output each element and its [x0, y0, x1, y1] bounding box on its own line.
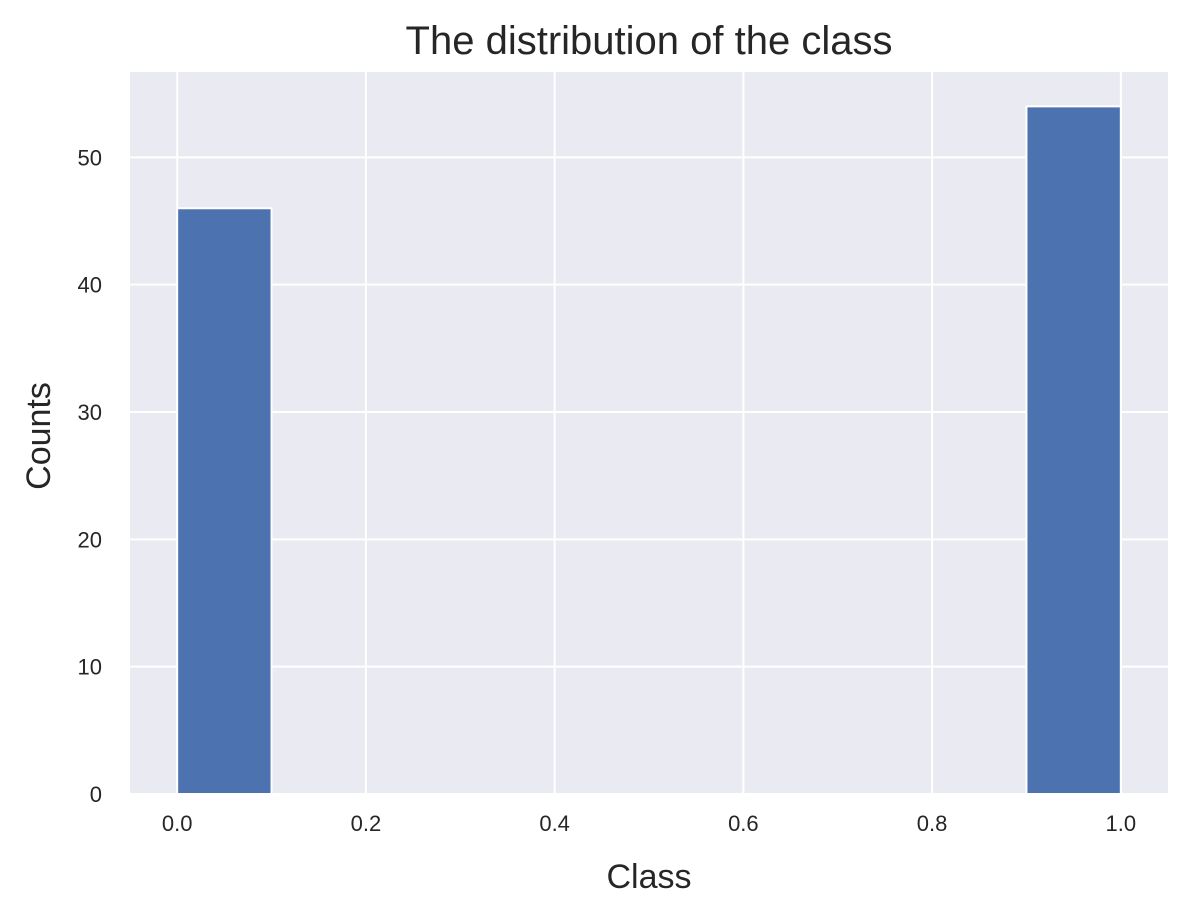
histogram-bar: [176, 207, 273, 796]
x-tick-label: 1.0: [1106, 811, 1137, 836]
y-tick-label: 20: [78, 527, 102, 552]
histogram-bar: [1025, 105, 1122, 795]
y-tick-label: 50: [78, 145, 102, 170]
plot-background: [130, 72, 1168, 794]
x-axis-label: Class: [606, 858, 691, 896]
y-tick-labels: 0 10 20 30 40 50: [78, 145, 102, 807]
y-tick-label: 30: [78, 400, 102, 425]
y-tick-label: 40: [78, 273, 102, 298]
x-tick-label: 0.2: [351, 811, 382, 836]
x-tick-labels: 0.0 0.2 0.4 0.6 0.8 1.0: [162, 811, 1136, 836]
x-tick-label: 0.0: [162, 811, 193, 836]
x-tick-label: 0.8: [917, 811, 948, 836]
x-tick-label: 0.4: [539, 811, 570, 836]
x-tick-label: 0.6: [728, 811, 759, 836]
y-axis-label: Counts: [20, 382, 58, 490]
bars-layer: [176, 105, 1122, 796]
y-tick-label: 0: [90, 782, 102, 807]
y-tick-label: 10: [78, 655, 102, 680]
chart-title: The distribution of the class: [406, 19, 893, 63]
